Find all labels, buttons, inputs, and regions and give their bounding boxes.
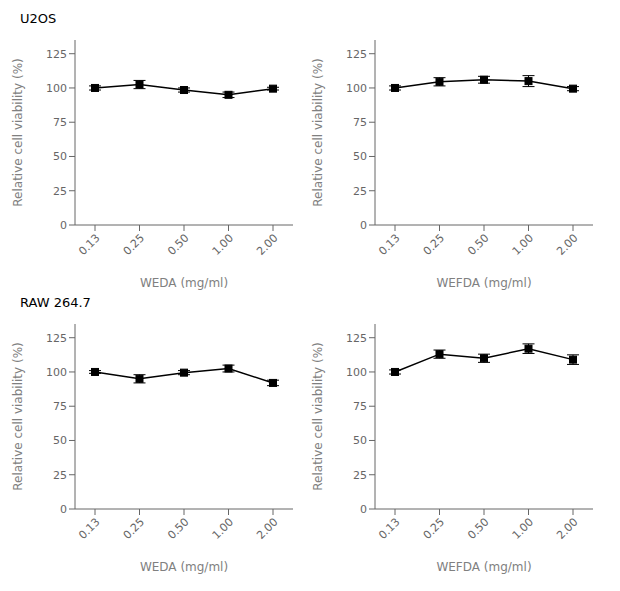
svg-text:1.00: 1.00: [210, 231, 237, 258]
svg-text:1.00: 1.00: [510, 515, 537, 542]
svg-text:Relative cell viability (%): Relative cell viability (%): [311, 342, 325, 490]
svg-text:0.13: 0.13: [376, 231, 403, 258]
svg-text:Relative cell viability (%): Relative cell viability (%): [11, 58, 25, 206]
svg-text:50: 50: [353, 150, 367, 163]
svg-text:1.00: 1.00: [510, 231, 537, 258]
svg-text:WEFDA (mg/ml): WEFDA (mg/ml): [436, 560, 531, 574]
svg-text:WEDA (mg/ml): WEDA (mg/ml): [140, 276, 228, 290]
svg-text:100: 100: [346, 82, 367, 95]
svg-text:1.00: 1.00: [210, 515, 237, 542]
svg-text:75: 75: [53, 400, 67, 413]
svg-text:125: 125: [46, 332, 67, 345]
svg-text:25: 25: [53, 185, 67, 198]
svg-text:0: 0: [60, 219, 67, 232]
svg-text:WEDA (mg/ml): WEDA (mg/ml): [140, 560, 228, 574]
svg-text:0.25: 0.25: [121, 231, 148, 258]
svg-text:0: 0: [60, 503, 67, 516]
svg-text:100: 100: [346, 366, 367, 379]
svg-text:50: 50: [53, 434, 67, 447]
svg-text:0.13: 0.13: [376, 515, 403, 542]
svg-text:2.00: 2.00: [254, 515, 281, 542]
svg-text:125: 125: [46, 48, 67, 61]
svg-text:75: 75: [353, 400, 367, 413]
html-text:U2OS: U2OS: [20, 11, 57, 26]
svg-text:2.00: 2.00: [554, 515, 581, 542]
svg-text:0.13: 0.13: [76, 231, 103, 258]
svg-text:0.50: 0.50: [165, 231, 192, 258]
svg-text:50: 50: [353, 434, 367, 447]
svg-text:WEFDA (mg/ml): WEFDA (mg/ml): [436, 276, 531, 290]
svg-text:Relative cell viability (%): Relative cell viability (%): [11, 342, 25, 490]
svg-text:0.25: 0.25: [421, 515, 448, 542]
svg-text:0.50: 0.50: [465, 231, 492, 258]
svg-text:100: 100: [46, 366, 67, 379]
svg-text:25: 25: [53, 469, 67, 482]
svg-text:75: 75: [353, 116, 367, 129]
svg-text:0.13: 0.13: [76, 515, 103, 542]
svg-text:0.25: 0.25: [421, 231, 448, 258]
svg-text:0: 0: [360, 503, 367, 516]
svg-text:25: 25: [353, 469, 367, 482]
svg-text:125: 125: [346, 332, 367, 345]
svg-text:100: 100: [46, 82, 67, 95]
svg-text:25: 25: [353, 185, 367, 198]
svg-text:0.25: 0.25: [121, 515, 148, 542]
svg-text:2.00: 2.00: [254, 231, 281, 258]
svg-text:0.50: 0.50: [165, 515, 192, 542]
svg-text:0.50: 0.50: [465, 515, 492, 542]
html-text:RAW 264.7: RAW 264.7: [20, 295, 91, 310]
svg-text:125: 125: [346, 48, 367, 61]
svg-text:Relative cell viability (%): Relative cell viability (%): [311, 58, 325, 206]
svg-text:0: 0: [360, 219, 367, 232]
svg-text:75: 75: [53, 116, 67, 129]
svg-text:2.00: 2.00: [554, 231, 581, 258]
svg-text:50: 50: [53, 150, 67, 163]
